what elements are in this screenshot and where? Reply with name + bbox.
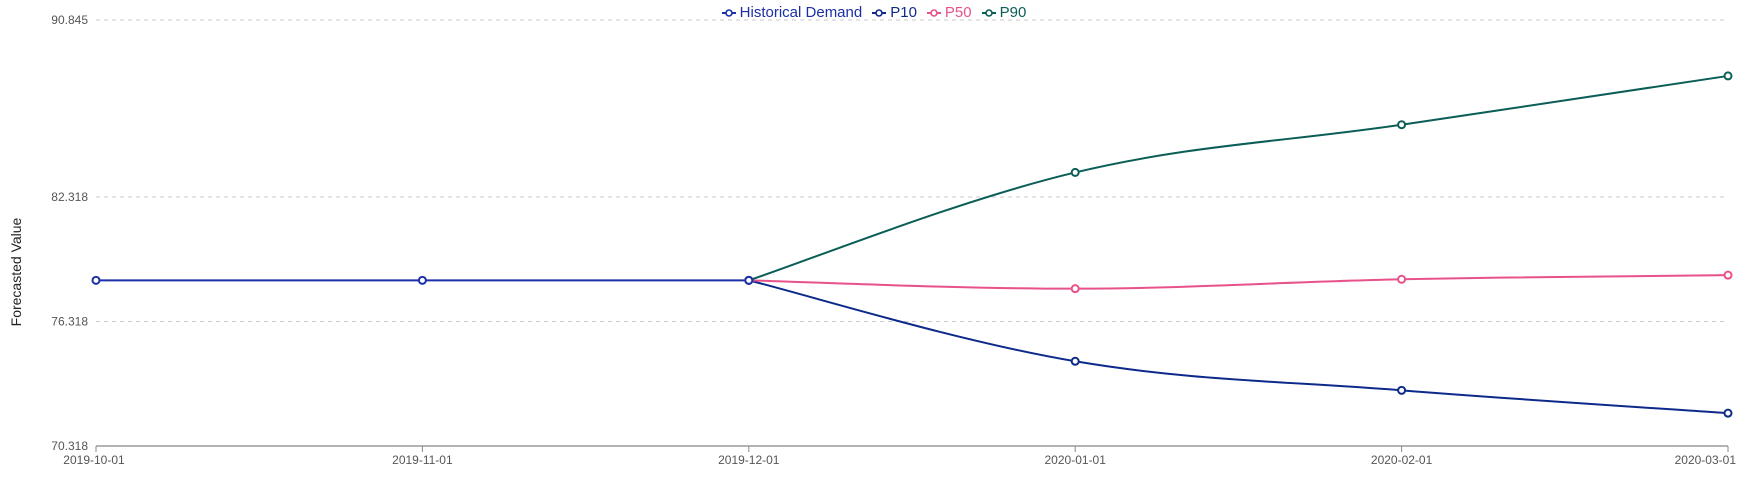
series-line-p50 (748, 274, 1729, 290)
data-point[interactable] (1723, 408, 1733, 418)
axes (95, 445, 1729, 452)
legend-label: P50 (944, 4, 972, 21)
x-tick-label: 2019-12-01 (718, 453, 780, 467)
legend-item-p90[interactable]: P90 (981, 4, 1027, 21)
data-point[interactable] (1070, 167, 1080, 177)
data-point[interactable] (1070, 356, 1080, 366)
x-tick-label: 2019-11-01 (392, 453, 453, 467)
x-tick-label: 2019-10-01 (63, 453, 125, 467)
legend-label: P10 (890, 4, 917, 21)
y-tick-label: 82.318 (51, 190, 88, 204)
legend-item-p50[interactable]: P50 (926, 4, 972, 21)
legend: Historical Demand P10 P50 P90 (0, 4, 1748, 21)
y-axis-label: Forecasted Value (8, 217, 24, 327)
data-point[interactable] (1397, 120, 1407, 130)
legend-label: P90 (999, 4, 1027, 21)
data-point[interactable] (1397, 274, 1407, 284)
data-point[interactable] (744, 275, 754, 285)
data-point[interactable] (1397, 385, 1407, 395)
legend-item-p10[interactable]: P10 (872, 4, 917, 21)
data-point[interactable] (91, 275, 101, 285)
data-point[interactable] (1723, 71, 1733, 81)
grid-lines (96, 19, 1728, 322)
data-point[interactable] (1070, 284, 1080, 294)
x-tick-label: 2020-02-01 (1371, 453, 1433, 467)
legend-label: Historical Demand (739, 4, 863, 21)
y-tick-label: 70.318 (51, 439, 88, 453)
legend-marker-icon (926, 8, 941, 17)
data-point[interactable] (417, 275, 427, 285)
y-tick-labels: 70.318 76.318 82.318 90.845 (51, 13, 88, 453)
legend-marker-icon (721, 8, 736, 17)
y-tick-label: 90.845 (51, 13, 88, 27)
x-tick-label: 2020-03-01 (1675, 453, 1737, 467)
legend-item-historical-demand[interactable]: Historical Demand (721, 4, 863, 21)
legend-marker-icon (981, 8, 996, 17)
y-tick-label: 76.318 (51, 314, 88, 328)
legend-marker-icon (872, 8, 887, 17)
series-lines (96, 74, 1729, 415)
x-tick-label: 2020-01-01 (1045, 453, 1107, 467)
series-points (91, 71, 1733, 418)
series-line-p90 (748, 74, 1729, 282)
x-tick-labels: 2019-10-01 2019-11-01 2019-12-01 2020-01-01… (63, 453, 1736, 467)
series-line-p10 (748, 279, 1729, 415)
data-point[interactable] (1723, 270, 1733, 280)
